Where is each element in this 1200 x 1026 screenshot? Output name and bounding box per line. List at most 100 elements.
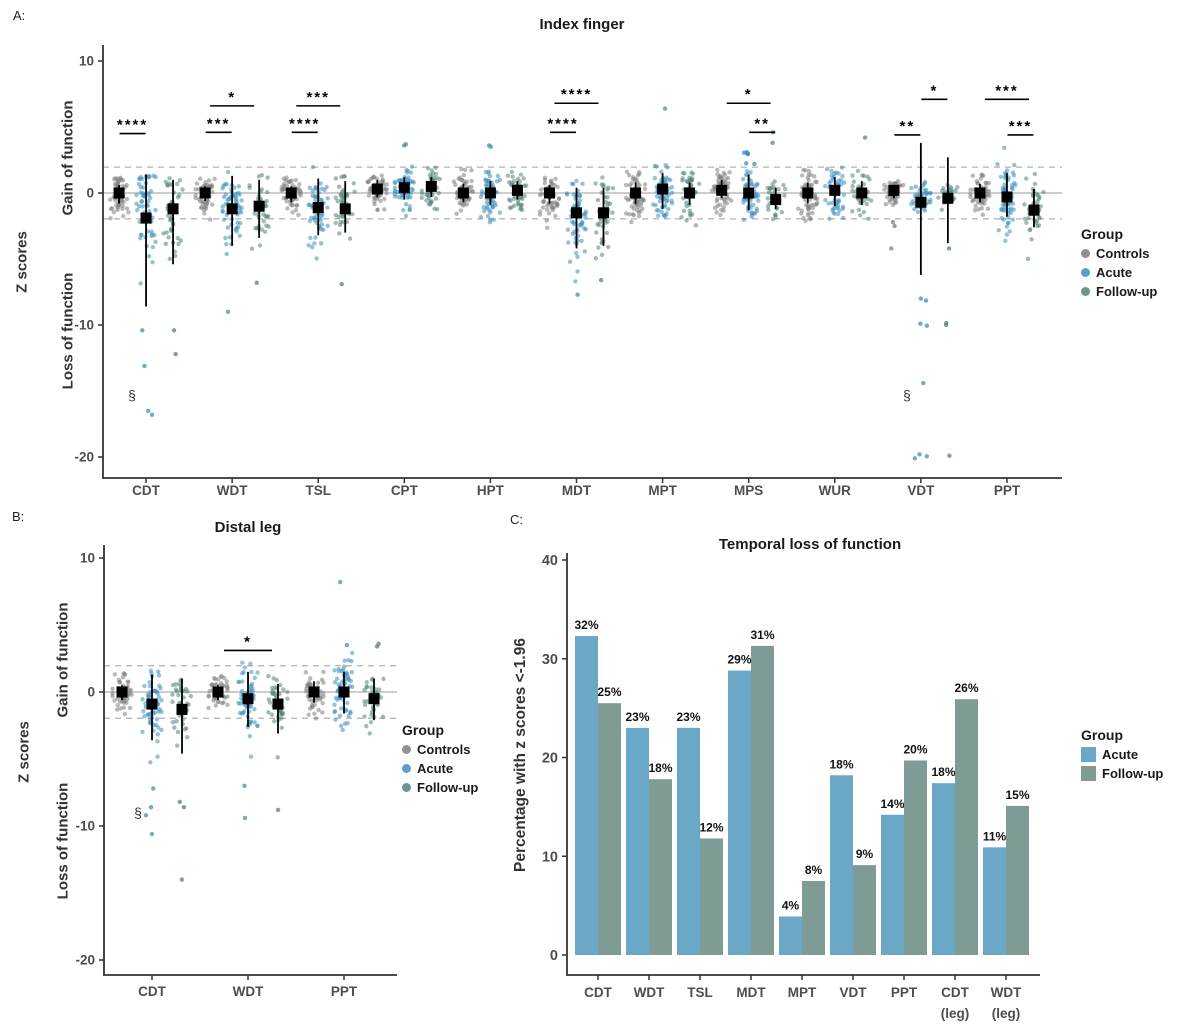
- svg-text:**: **: [900, 118, 916, 135]
- acute-swatch-icon: [1081, 268, 1090, 277]
- panel-c-ylabel: Percentage with z scores <-1.96: [512, 638, 529, 872]
- svg-text:CPT: CPT: [391, 483, 419, 498]
- svg-text:14%: 14%: [880, 797, 904, 811]
- controls-swatch-icon: [402, 745, 411, 754]
- svg-text:(leg): (leg): [992, 1006, 1021, 1021]
- svg-text:****: ****: [547, 115, 578, 132]
- svg-text:4%: 4%: [782, 898, 800, 912]
- svg-text:WDT: WDT: [233, 984, 264, 999]
- svg-text:VDT: VDT: [840, 985, 868, 1000]
- legend-item-followup: Follow-up: [1081, 284, 1157, 299]
- legend-item-followup: Follow-up: [1081, 766, 1163, 781]
- legend-label: Acute: [1096, 265, 1133, 280]
- svg-text:VDT: VDT: [907, 483, 935, 498]
- svg-text:18%: 18%: [829, 757, 853, 771]
- svg-text:PPT: PPT: [331, 984, 358, 999]
- svg-text:MDT: MDT: [562, 483, 592, 498]
- svg-text:*: *: [244, 633, 252, 650]
- svg-text:CDT: CDT: [138, 984, 166, 999]
- svg-text:***: ***: [995, 82, 1019, 99]
- legend-item-acute: Acute: [1081, 747, 1163, 762]
- svg-text:32%: 32%: [574, 618, 598, 632]
- panel-c-title: Temporal loss of function: [718, 536, 902, 553]
- svg-text:-20: -20: [75, 953, 95, 968]
- svg-text:§: §: [903, 387, 911, 403]
- legend-item-acute: Acute: [402, 761, 478, 776]
- svg-text:WUR: WUR: [819, 483, 851, 498]
- legend-label: Acute: [1102, 747, 1139, 762]
- svg-text:0: 0: [86, 186, 94, 201]
- svg-text:31%: 31%: [750, 628, 774, 642]
- legend-label: Controls: [1096, 246, 1150, 261]
- panel-b-title: Distal leg: [214, 519, 282, 536]
- svg-text:CDT: CDT: [584, 985, 612, 1000]
- followup-swatch-icon: [1081, 287, 1090, 296]
- svg-text:MPS: MPS: [734, 483, 763, 498]
- legend-label: Follow-up: [1096, 284, 1158, 299]
- panel-b-plot: 10 0 -10 -20 CDT WDT PPT * §: [75, 545, 397, 999]
- svg-text:PPT: PPT: [891, 985, 918, 1000]
- panel-a-loss-label: Loss of function: [59, 272, 77, 390]
- panel-b-letter: B:: [12, 509, 25, 524]
- panel-a-letter: A:: [13, 8, 26, 23]
- svg-text:*: *: [228, 89, 236, 106]
- panel-c-legend: Group Acute Follow-up: [1081, 727, 1163, 781]
- panel-b-loss-label: Loss of function: [54, 782, 72, 900]
- svg-text:WDT: WDT: [217, 483, 248, 498]
- svg-text:-10: -10: [74, 318, 94, 333]
- panel-a-plot: 10 0 -10 -20 CDT WDT TSL CPT HPT MDT MPT MPS WUR VDT P…: [74, 45, 1062, 498]
- legend-item-controls: Controls: [402, 742, 478, 757]
- followup-swatch-icon: [402, 783, 411, 792]
- panel-b-legend: Group Controls Acute Follow-up: [402, 722, 478, 795]
- svg-text:23%: 23%: [676, 710, 700, 724]
- svg-text:CDT: CDT: [941, 985, 969, 1000]
- legend-label: Controls: [417, 742, 471, 757]
- svg-text:11%: 11%: [983, 829, 1007, 843]
- panel-a-ylabel: Z scores: [13, 231, 31, 293]
- svg-text:10: 10: [79, 54, 94, 69]
- svg-text:10: 10: [542, 849, 558, 865]
- svg-text:***: ***: [306, 89, 330, 106]
- svg-text:0: 0: [550, 948, 558, 964]
- svg-text:8%: 8%: [805, 863, 823, 877]
- svg-text:****: ****: [289, 115, 320, 132]
- followup-bar-swatch-icon: [1081, 766, 1096, 781]
- svg-text:23%: 23%: [625, 710, 649, 724]
- svg-text:TSL: TSL: [305, 483, 331, 498]
- svg-text:TSL: TSL: [687, 985, 713, 1000]
- svg-text:WDT: WDT: [634, 985, 665, 1000]
- svg-text:15%: 15%: [1005, 788, 1029, 802]
- svg-text:***: ***: [207, 115, 231, 132]
- svg-text:0: 0: [87, 685, 95, 700]
- svg-text:40: 40: [542, 553, 558, 569]
- svg-text:12%: 12%: [699, 820, 723, 834]
- svg-text:§: §: [128, 387, 136, 403]
- svg-text:20: 20: [542, 751, 558, 767]
- svg-text:**: **: [754, 115, 770, 132]
- svg-text:-10: -10: [75, 819, 95, 834]
- acute-swatch-icon: [402, 764, 411, 773]
- svg-text:*: *: [745, 86, 753, 103]
- panel-a-gain-label: Gain of function: [59, 100, 77, 216]
- svg-text:***: ***: [1009, 118, 1033, 135]
- legend-label: Acute: [417, 761, 454, 776]
- svg-text:HPT: HPT: [477, 483, 505, 498]
- svg-text:18%: 18%: [931, 765, 955, 779]
- svg-text:CDT: CDT: [132, 483, 160, 498]
- panel-a-legend: Group Controls Acute Follow-up: [1081, 226, 1157, 299]
- svg-text:25%: 25%: [597, 685, 621, 699]
- legend-item-acute: Acute: [1081, 265, 1157, 280]
- svg-text:MPT: MPT: [648, 483, 677, 498]
- svg-text:§: §: [134, 805, 142, 821]
- svg-text:9%: 9%: [856, 847, 874, 861]
- svg-text:29%: 29%: [727, 653, 751, 667]
- svg-text:20%: 20%: [903, 742, 927, 756]
- legend-item-followup: Follow-up: [402, 780, 478, 795]
- legend-title: Group: [1081, 727, 1123, 743]
- svg-text:WDT: WDT: [991, 985, 1022, 1000]
- svg-text:10: 10: [80, 551, 95, 566]
- svg-text:18%: 18%: [648, 761, 672, 775]
- legend-title: Group: [1081, 226, 1123, 242]
- acute-bar-swatch-icon: [1081, 747, 1096, 762]
